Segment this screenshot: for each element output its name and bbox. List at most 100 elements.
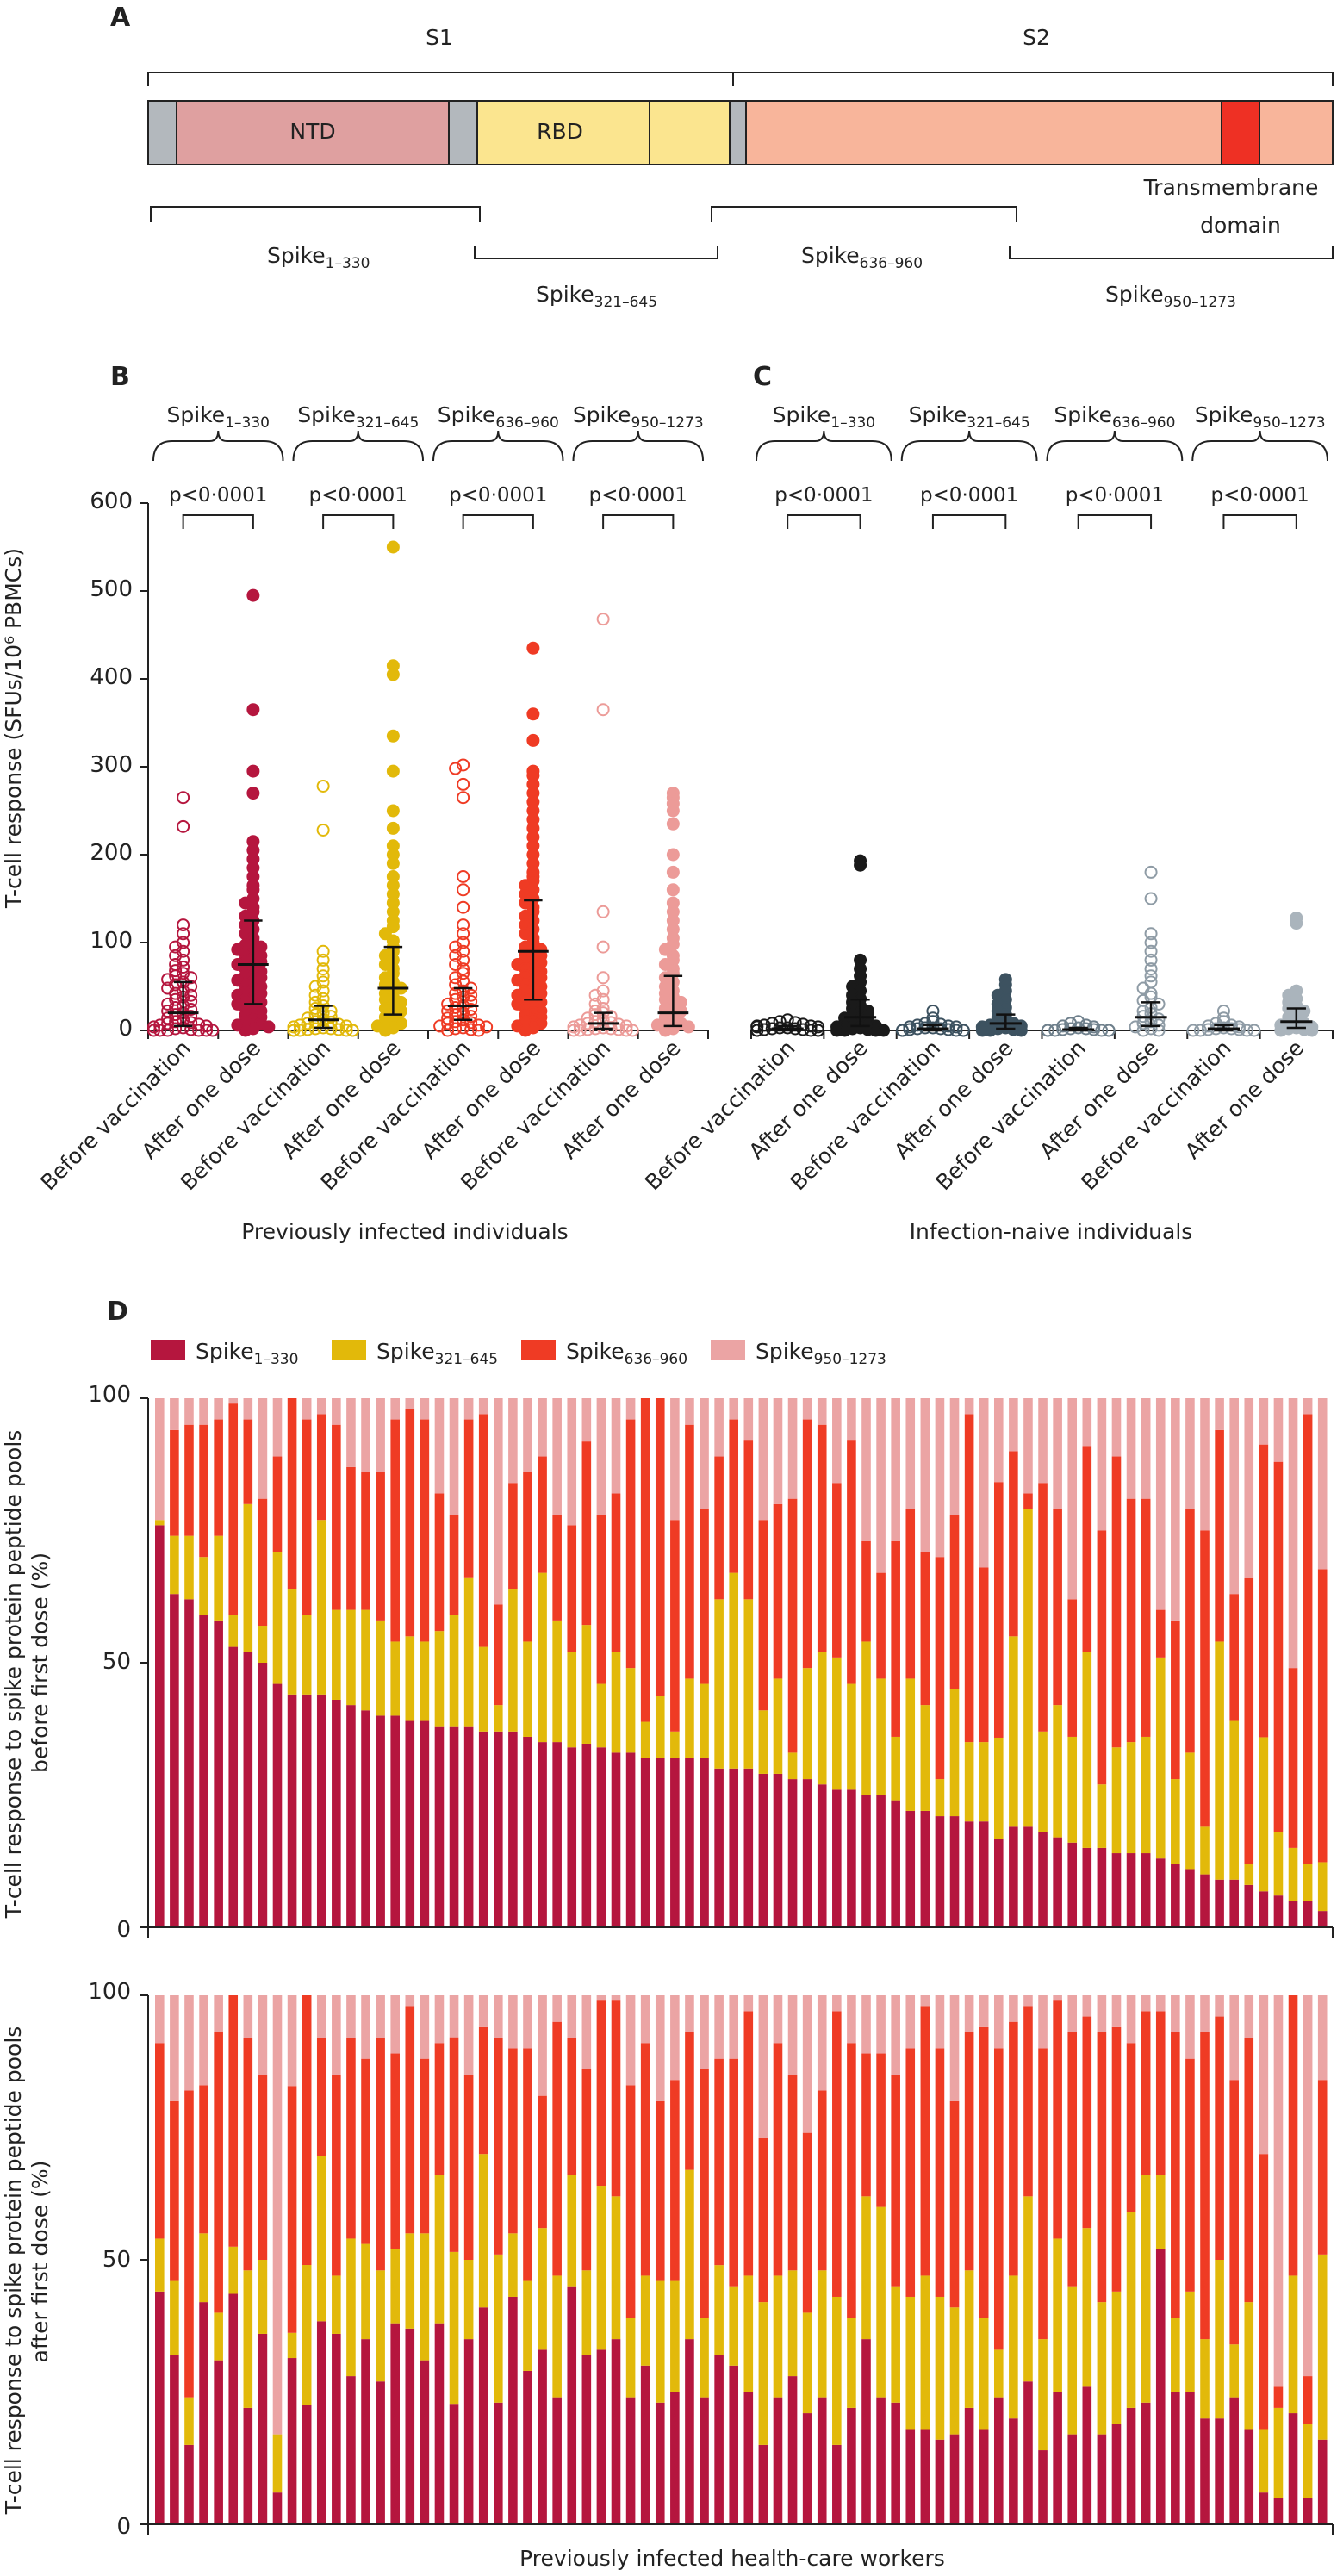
bar-segment bbox=[758, 1995, 768, 2138]
bar-segment bbox=[1229, 1398, 1239, 1595]
bar-segment bbox=[847, 1440, 856, 1684]
bar-segment bbox=[787, 1779, 798, 1927]
p-value-label: p<0·0001 bbox=[1066, 484, 1164, 507]
bar-segment bbox=[1023, 1398, 1033, 1494]
bar-segment bbox=[538, 1995, 547, 2096]
bar-segment bbox=[581, 2069, 592, 2271]
bar-segment bbox=[905, 1995, 916, 2049]
bar-segment bbox=[1259, 2154, 1269, 2430]
bar-segment bbox=[214, 2360, 223, 2524]
bar-segment bbox=[1200, 2418, 1210, 2524]
bar-segment bbox=[390, 2249, 400, 2324]
bar-segment bbox=[1082, 1398, 1092, 1447]
bar-segment bbox=[552, 1995, 562, 2022]
data-point bbox=[457, 791, 470, 805]
bar-segment bbox=[1097, 1530, 1107, 1785]
bar-segment bbox=[214, 1419, 223, 1536]
bar-segment bbox=[316, 2038, 326, 2156]
bar-segment bbox=[405, 2233, 415, 2329]
bar-segment bbox=[199, 2233, 208, 2303]
data-point bbox=[1144, 969, 1158, 983]
bar-segment bbox=[729, 1768, 739, 1927]
bar-segment bbox=[199, 1615, 208, 1927]
data-point bbox=[457, 918, 470, 932]
bar-segment bbox=[905, 2048, 916, 2297]
bar-segment bbox=[1053, 1995, 1062, 2001]
bar-segment bbox=[405, 1409, 415, 1637]
bar-segment bbox=[449, 2251, 459, 2405]
bar-segment bbox=[1259, 1398, 1269, 1445]
bar-segment bbox=[228, 1615, 239, 1647]
data-point bbox=[596, 940, 610, 954]
group-brace bbox=[432, 430, 564, 462]
data-point bbox=[658, 1024, 672, 1037]
bar-segment bbox=[332, 2275, 341, 2334]
data-point bbox=[1095, 1024, 1109, 1037]
bar-segment bbox=[1111, 1747, 1122, 1854]
bar-segment bbox=[1023, 2006, 1033, 2197]
bar-segment bbox=[1141, 1736, 1151, 1854]
data-point bbox=[441, 1024, 455, 1037]
bar-segment bbox=[861, 2053, 871, 2197]
bar-segment bbox=[552, 2275, 562, 2398]
bar-segment bbox=[625, 1995, 636, 2086]
bar-segment bbox=[993, 1995, 1004, 2049]
bar-segment bbox=[1126, 2043, 1136, 2212]
bar-segment bbox=[1038, 1995, 1048, 2049]
bar-segment bbox=[287, 1995, 297, 2087]
bar-segment bbox=[332, 1609, 341, 1700]
bar-segment bbox=[1053, 1705, 1062, 1838]
bar-segment bbox=[611, 1398, 621, 1494]
bar-segment bbox=[625, 2397, 636, 2524]
bar-segment bbox=[523, 2370, 532, 2524]
data-point bbox=[345, 1024, 359, 1037]
bar-segment bbox=[1185, 1869, 1195, 1927]
bar-segment bbox=[1155, 1398, 1166, 1610]
bar-segment bbox=[596, 1515, 606, 1684]
bar-segment bbox=[640, 1995, 650, 2044]
data-point bbox=[854, 858, 867, 872]
bar-segment bbox=[434, 2323, 445, 2524]
ntd-label: NTD bbox=[289, 119, 335, 144]
bar-segment bbox=[478, 1731, 488, 1927]
bar-segment bbox=[302, 1615, 312, 1695]
bar-segment bbox=[1111, 2424, 1122, 2524]
bar-segment bbox=[787, 1398, 798, 1499]
bar-segment bbox=[596, 1747, 606, 1927]
data-point bbox=[830, 1024, 844, 1037]
bar-segment bbox=[420, 2360, 430, 2524]
significance-bracket bbox=[462, 514, 534, 529]
data-point bbox=[457, 1021, 470, 1035]
bar-segment bbox=[1303, 2376, 1313, 2424]
bar-segment bbox=[964, 1742, 974, 1822]
bar-segment bbox=[463, 1995, 474, 2075]
bar-segment bbox=[1200, 1826, 1210, 1875]
data-point bbox=[316, 779, 330, 793]
bar-segment bbox=[1126, 2212, 1136, 2408]
bar-segment bbox=[243, 1995, 253, 2038]
bar-segment bbox=[538, 2095, 547, 2229]
bar-segment bbox=[1067, 1995, 1078, 2032]
bar-segment bbox=[596, 1683, 606, 1748]
group-label: Spike636–960 bbox=[1054, 402, 1175, 432]
bar-segment bbox=[993, 1398, 1004, 1483]
bar-segment bbox=[581, 1398, 592, 1442]
bar-segment bbox=[302, 1398, 312, 1420]
bar-segment bbox=[1141, 1498, 1151, 1737]
data-point bbox=[386, 764, 400, 778]
bar-segment bbox=[964, 2407, 974, 2524]
category-label: After one dose bbox=[277, 1036, 405, 1164]
bar-segment bbox=[1067, 1842, 1078, 1927]
data-point bbox=[177, 927, 190, 941]
bar-segment bbox=[670, 1520, 680, 1732]
bar-segment bbox=[1259, 2429, 1269, 2493]
bar-segment bbox=[1244, 1884, 1254, 1927]
bar-segment bbox=[832, 1789, 842, 1927]
bar-segment bbox=[272, 2434, 283, 2493]
bar-segment bbox=[1111, 2291, 1122, 2424]
bar-segment bbox=[758, 2137, 768, 2303]
bar-segment bbox=[1185, 2392, 1195, 2524]
bar-segment bbox=[463, 1577, 474, 1727]
fragment-label-4: Spike950–1273 bbox=[1105, 282, 1236, 311]
bar-segment bbox=[420, 1641, 430, 1721]
